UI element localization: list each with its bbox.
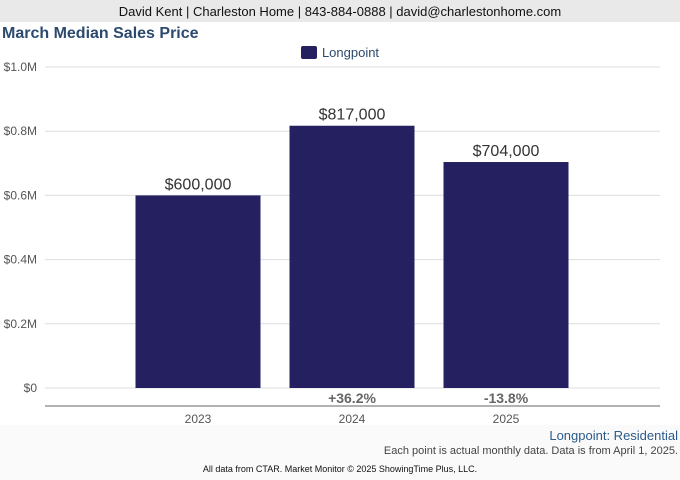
y-tick-label: $0.4M xyxy=(4,253,37,267)
contact-header: David Kent | Charleston Home | 843-884-0… xyxy=(0,0,680,22)
y-tick-label: $0 xyxy=(24,381,38,395)
footer-band xyxy=(0,425,680,480)
change-label: -13.8% xyxy=(484,390,529,406)
data-note: Each point is actual monthly data. Data … xyxy=(383,445,678,457)
bar-value-label: $600,000 xyxy=(165,176,232,193)
legend-label[interactable]: Longpoint xyxy=(321,45,380,60)
y-tick-label: $0.2M xyxy=(4,317,37,331)
source-credit: All data from CTAR. Market Monitor © 202… xyxy=(202,464,478,474)
bar-2025 xyxy=(443,162,569,388)
bar-value-label: $704,000 xyxy=(473,143,540,160)
legend: Longpoint xyxy=(0,45,680,60)
x-tick-label: 2023 xyxy=(185,412,212,426)
bar-2024 xyxy=(289,125,415,389)
region-label: Longpoint: Residential xyxy=(549,428,678,443)
y-tick-label: $0.6M xyxy=(4,188,37,202)
chart-title: March Median Sales Price xyxy=(2,25,199,42)
contact-line: David Kent | Charleston Home | 843-884-0… xyxy=(118,3,562,19)
x-tick-label: 2025 xyxy=(493,412,520,426)
change-label: +36.2% xyxy=(328,390,376,406)
bar-2023 xyxy=(135,195,261,388)
x-tick-label: 2024 xyxy=(339,412,366,426)
y-tick-label: $1.0M xyxy=(4,60,37,74)
legend-swatch xyxy=(300,46,317,59)
y-tick-label: $0.8M xyxy=(4,124,37,138)
bar-value-label: $817,000 xyxy=(319,107,386,124)
